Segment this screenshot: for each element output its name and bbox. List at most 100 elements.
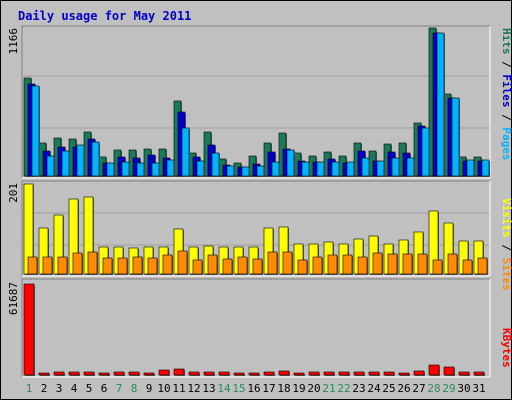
bar-kbytes-day-25 bbox=[383, 371, 395, 376]
x-tick-label: 10 bbox=[157, 382, 170, 395]
bar-pages-day-17 bbox=[271, 161, 280, 177]
bar-sites-day-1 bbox=[27, 256, 38, 275]
bar-sites-day-5 bbox=[87, 251, 98, 275]
bar-sites-day-12 bbox=[192, 259, 203, 275]
bar-sites-day-13 bbox=[207, 254, 218, 275]
bar-pages-day-16 bbox=[256, 165, 265, 177]
bar-pages-day-3 bbox=[61, 150, 70, 177]
bar-sites-day-7 bbox=[117, 257, 128, 275]
max-label-hits: 1166 bbox=[7, 28, 20, 55]
gridlines bbox=[23, 75, 489, 246]
bar-pages-day-23 bbox=[361, 157, 370, 177]
bar-pages-day-25 bbox=[391, 157, 400, 177]
x-tick-label: 5 bbox=[86, 382, 93, 395]
bar-pages-day-28 bbox=[436, 32, 445, 177]
x-tick-label: 11 bbox=[172, 382, 185, 395]
bar-pages-day-24 bbox=[376, 160, 385, 177]
bar-pages-day-13 bbox=[211, 152, 220, 177]
bar-kbytes-day-14 bbox=[218, 371, 230, 376]
bar-pages-day-2 bbox=[46, 155, 55, 177]
bar-sites-day-18 bbox=[282, 251, 293, 275]
bar-sites-day-6 bbox=[102, 257, 113, 275]
bar-kbytes-day-27 bbox=[413, 370, 425, 376]
bar-kbytes-day-7 bbox=[113, 371, 125, 376]
bar-kbytes-day-10 bbox=[158, 369, 170, 376]
bar-sites-day-4 bbox=[72, 252, 83, 275]
x-tick-label: 1 bbox=[26, 382, 33, 395]
bar-sites-day-31 bbox=[477, 257, 488, 275]
x-axis-labels: 1 2 3 4 5 6 7 8 9 10 11 12 13 14 15 16 17 18 19 20 21 22 23 24 2… bbox=[26, 382, 486, 395]
bar-kbytes-day-6 bbox=[98, 372, 110, 376]
legend-kbytes: KBytes bbox=[500, 328, 512, 368]
x-tick-label: 3 bbox=[56, 382, 63, 395]
x-tick-label: 23 bbox=[352, 382, 365, 395]
bar-kbytes-day-12 bbox=[188, 371, 200, 376]
bar-pages-day-8 bbox=[136, 162, 145, 177]
bar-sites-day-15 bbox=[237, 256, 248, 275]
bar-sites-day-10 bbox=[162, 254, 173, 275]
max-label-visits: 201 bbox=[7, 183, 20, 203]
x-tick-label: 13 bbox=[202, 382, 215, 395]
legend-visits: Visits bbox=[500, 198, 512, 238]
bar-sites-day-26 bbox=[402, 253, 413, 275]
bar-kbytes-day-24 bbox=[368, 371, 380, 376]
bar-kbytes-day-30 bbox=[458, 371, 470, 376]
legend-visits-sites: Visits / Sites bbox=[500, 198, 512, 291]
legend-hits: Pages bbox=[500, 127, 512, 160]
legend-sites: Sites bbox=[500, 258, 512, 291]
x-tick-label: 7 bbox=[116, 382, 123, 395]
max-label-kbytes: 61687 bbox=[7, 282, 20, 315]
bar-sites-day-24 bbox=[372, 252, 383, 275]
bar-kbytes-day-23 bbox=[353, 371, 365, 376]
bar-pages-day-9 bbox=[151, 162, 160, 177]
x-tick-label: 26 bbox=[397, 382, 410, 395]
bar-sites-day-9 bbox=[147, 257, 158, 275]
bar-kbytes-day-22 bbox=[338, 371, 350, 376]
bar-kbytes-day-28 bbox=[428, 364, 440, 376]
bar-pages-day-29 bbox=[451, 97, 460, 177]
bar-pages-day-6 bbox=[106, 162, 115, 177]
bar-sites-day-23 bbox=[357, 256, 368, 275]
bar-pages-day-31 bbox=[481, 159, 490, 177]
bar-sites-day-19 bbox=[297, 259, 308, 275]
bar-sites-day-17 bbox=[267, 251, 278, 275]
bar-pages-day-27 bbox=[421, 127, 430, 177]
x-tick-label: 30 bbox=[457, 382, 470, 395]
x-tick-label: 14 bbox=[217, 382, 231, 395]
bar-kbytes-day-13 bbox=[203, 371, 215, 376]
bar-kbytes-day-26 bbox=[398, 372, 410, 376]
x-tick-label: 27 bbox=[412, 382, 425, 395]
bar-pages-day-12 bbox=[196, 160, 205, 177]
x-tick-label: 29 bbox=[442, 382, 455, 395]
bar-pages-day-11 bbox=[181, 127, 190, 177]
bar-kbytes-day-4 bbox=[68, 371, 80, 376]
x-tick-label: 12 bbox=[187, 382, 200, 395]
bar-sites-day-21 bbox=[327, 254, 338, 275]
bar-sites-day-3 bbox=[57, 256, 68, 275]
bar-sites-day-20 bbox=[312, 256, 323, 275]
legend-pages: Hits bbox=[500, 28, 512, 55]
x-tick-label: 18 bbox=[277, 382, 290, 395]
x-tick-label: 9 bbox=[146, 382, 153, 395]
bar-pages-day-14 bbox=[226, 165, 235, 177]
bar-kbytes-day-20 bbox=[308, 371, 320, 376]
bar-sites-day-8 bbox=[132, 256, 143, 275]
bar-kbytes-day-9 bbox=[143, 372, 155, 376]
bar-pages-day-15 bbox=[241, 166, 250, 177]
bar-pages-day-19 bbox=[301, 161, 310, 177]
bar-kbytes-day-31 bbox=[473, 371, 485, 376]
x-tick-label: 28 bbox=[427, 382, 440, 395]
x-tick-label: 22 bbox=[337, 382, 350, 395]
bar-kbytes-day-17 bbox=[263, 371, 275, 376]
bar-kbytes-day-29 bbox=[443, 366, 455, 376]
bar-sites-day-27 bbox=[417, 253, 428, 275]
x-tick-label: 2 bbox=[41, 382, 48, 395]
bar-pages-day-5 bbox=[91, 141, 100, 177]
bar-sites-day-16 bbox=[252, 258, 263, 275]
bar-sites-day-14 bbox=[222, 258, 233, 275]
x-tick-label: 25 bbox=[382, 382, 395, 395]
x-tick-label: 21 bbox=[322, 382, 335, 395]
x-tick-label: 20 bbox=[307, 382, 320, 395]
bar-sites-day-30 bbox=[462, 259, 473, 275]
